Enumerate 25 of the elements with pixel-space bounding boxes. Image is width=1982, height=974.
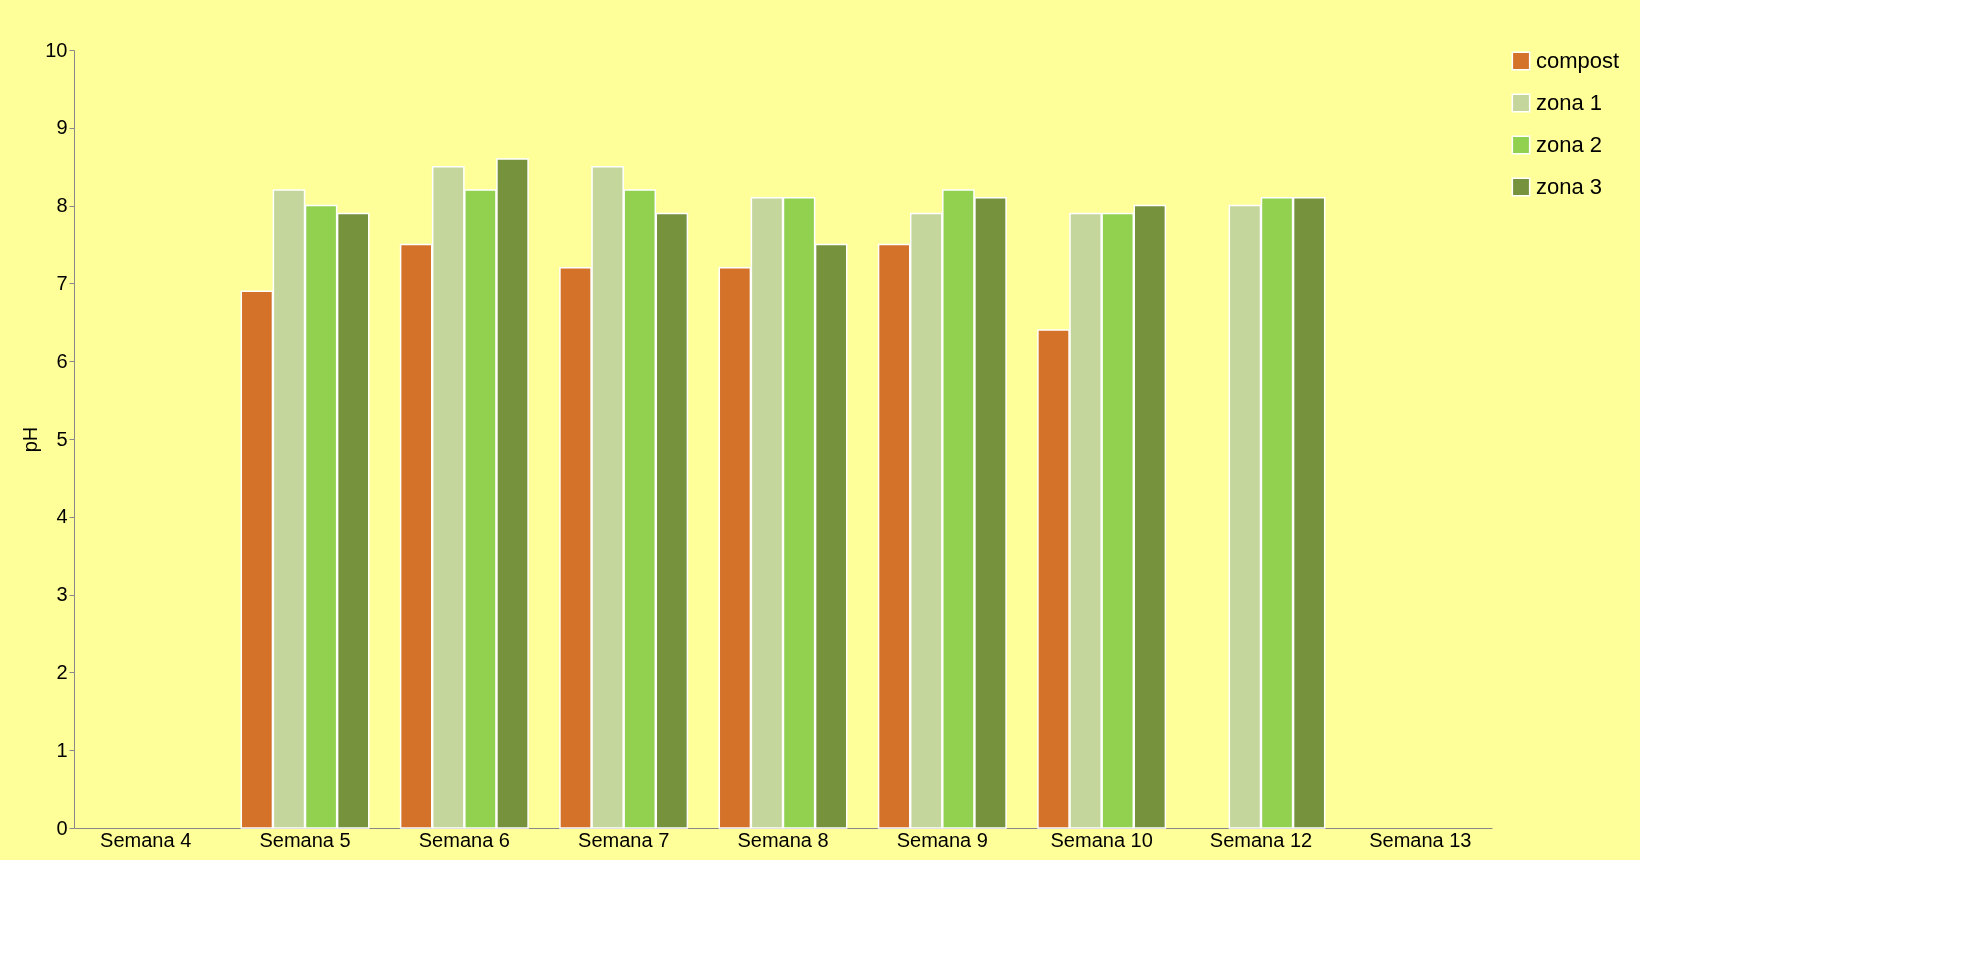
x-tick-label: Semana 5 <box>259 828 351 851</box>
x-tick-label: Semana 8 <box>737 828 829 851</box>
legend-label: zona 1 <box>1536 90 1603 115</box>
x-tick-label: Semana 10 <box>1050 828 1153 851</box>
y-tick-label: 3 <box>56 583 68 606</box>
x-tick-label: Semana 6 <box>418 828 510 851</box>
y-tick-label: 4 <box>56 505 68 528</box>
y-tick-label: 5 <box>56 427 68 450</box>
y-axis-title: pH <box>19 426 42 453</box>
x-tick-label: Semana 7 <box>578 828 670 851</box>
y-tick-label: 7 <box>56 271 68 294</box>
y-tick-label: 10 <box>45 38 68 61</box>
legend-label: compost <box>1536 48 1620 73</box>
x-tick-label: Semana 13 <box>1369 828 1472 851</box>
y-tick-label: 9 <box>56 116 68 139</box>
x-tick-label: Semana 12 <box>1209 828 1313 851</box>
y-tick-label: 2 <box>56 660 68 683</box>
legend-label: zona 3 <box>1536 174 1603 199</box>
y-tick-label: 1 <box>56 738 68 761</box>
y-tick-label: 8 <box>56 194 68 217</box>
x-tick-label: Semana 9 <box>896 828 988 851</box>
legend-label: zona 2 <box>1536 132 1603 157</box>
x-tick-label: Semana 4 <box>100 828 192 851</box>
y-tick-label: 6 <box>56 349 68 372</box>
y-tick-label: 0 <box>56 816 68 839</box>
